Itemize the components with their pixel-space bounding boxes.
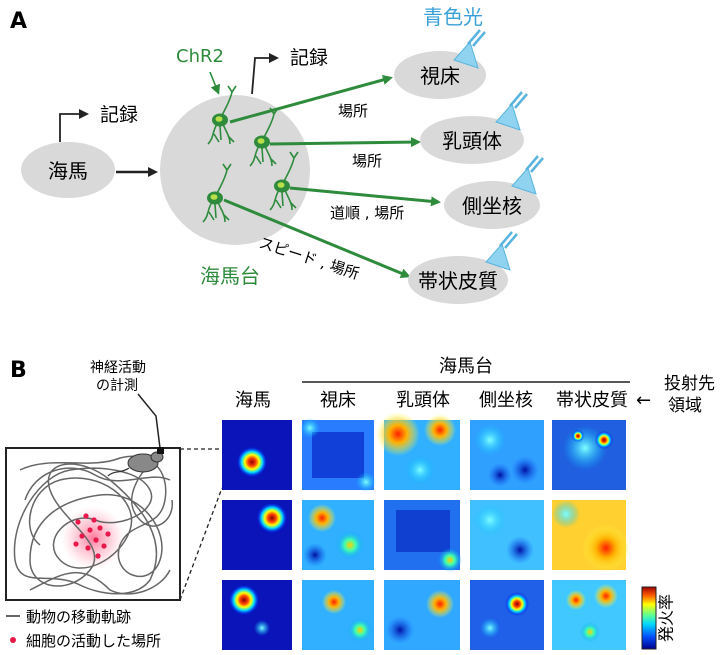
- colorbar-label: 発火率: [657, 594, 676, 642]
- col-header-cingulate: 帯状皮質: [556, 390, 628, 411]
- heatmap-r1-mammillary: [376, 412, 460, 490]
- col-header-accumbens: 側坐核: [479, 390, 533, 411]
- chr2-label: ChR2: [176, 46, 224, 67]
- heatmap-r2-accumbens: [470, 500, 544, 570]
- zoom-line-bottom: [179, 487, 223, 601]
- target-cingulate-label: 帯状皮質: [418, 269, 498, 293]
- heatmap-r1-cingulate: [552, 420, 626, 490]
- panel-b-label: B: [10, 358, 27, 383]
- record-probe-top: 記録: [251, 47, 328, 95]
- subiculum-header: 海馬台: [439, 356, 493, 377]
- measure-label-line2: の計測: [96, 378, 138, 394]
- heatmap-r1-accumbens: [470, 420, 544, 490]
- target-thalamus: 視床: [394, 28, 487, 99]
- col-header-mammillary: 乳頭体: [396, 390, 450, 411]
- hippocampus-node: 海馬: [21, 142, 115, 198]
- heatmap-r2-cingulate: [552, 500, 630, 572]
- heatmap-r3-thalamus: [302, 580, 374, 650]
- subiculum-circle: [160, 95, 310, 245]
- target-cingulate: 帯状皮質: [408, 230, 519, 304]
- legend-path-label: 動物の移動軌跡: [26, 608, 131, 626]
- arrow-to-cingulate: [223, 198, 411, 278]
- heatmap-r3-accumbens: [470, 580, 544, 650]
- cell-activity-dots: [73, 513, 111, 559]
- arrow-to-accumbens: [289, 186, 441, 207]
- subiculum-label: 海馬台: [200, 264, 260, 288]
- target-accumbens: 側坐核: [444, 154, 545, 229]
- legend-cell-label: 細胞の活動した場所: [26, 632, 161, 650]
- record-label-left: 記録: [100, 104, 138, 126]
- target-accumbens-label: 側坐核: [462, 194, 522, 218]
- record-label-top: 記録: [290, 47, 328, 69]
- place-field-glow: [61, 506, 125, 570]
- col-header-thalamus: 視床: [320, 390, 356, 411]
- heatmap-r2-hippocampus: [222, 500, 292, 570]
- heatmap-r1-hippocampus: [222, 420, 292, 490]
- heatmap-r2-thalamus: [302, 500, 374, 570]
- heatmap-r1-thalamus: [300, 418, 376, 492]
- chr2-arrow: [209, 71, 221, 95]
- edge-label-thalamus: 場所: [338, 102, 368, 120]
- measure-label-line1: 神経活動: [90, 360, 146, 376]
- record-probe-left: 記録: [59, 104, 138, 142]
- projection-label-line1: 投射先: [664, 374, 715, 394]
- target-mammillary: 乳頭体: [420, 90, 529, 164]
- col-header-hippocampus: 海馬: [235, 390, 271, 411]
- projection-label-line2: 領域: [668, 396, 702, 416]
- target-thalamus-label: 視床: [420, 64, 460, 88]
- legend-cell-swatch: [10, 637, 16, 643]
- mouse-icon: [107, 447, 164, 477]
- arrow-to-thalamus: [229, 75, 393, 124]
- colorbar: [641, 586, 657, 650]
- trajectory-path: [13, 455, 167, 595]
- heatmap-r3-hippocampus: [222, 580, 292, 650]
- blue-light-label: 青色光: [423, 5, 483, 29]
- probe-wire: [137, 393, 161, 449]
- hippocampus-label: 海馬: [48, 159, 88, 183]
- arrow-to-mammillary: [269, 137, 421, 148]
- panel-a-label: A: [10, 9, 27, 34]
- edge-label-cingulate: スピード , 場所: [257, 234, 362, 283]
- heatmap-r3-mammillary: [384, 580, 460, 650]
- heatmap-r3-cingulate: [552, 580, 626, 650]
- heatmap-r2-mammillary: [384, 500, 462, 572]
- target-mammillary-label: 乳頭体: [442, 129, 502, 153]
- projection-arrow: ←: [636, 390, 651, 411]
- edge-label-mammillary: 場所: [352, 152, 382, 170]
- edge-label-accumbens: 道順 , 場所: [330, 204, 404, 222]
